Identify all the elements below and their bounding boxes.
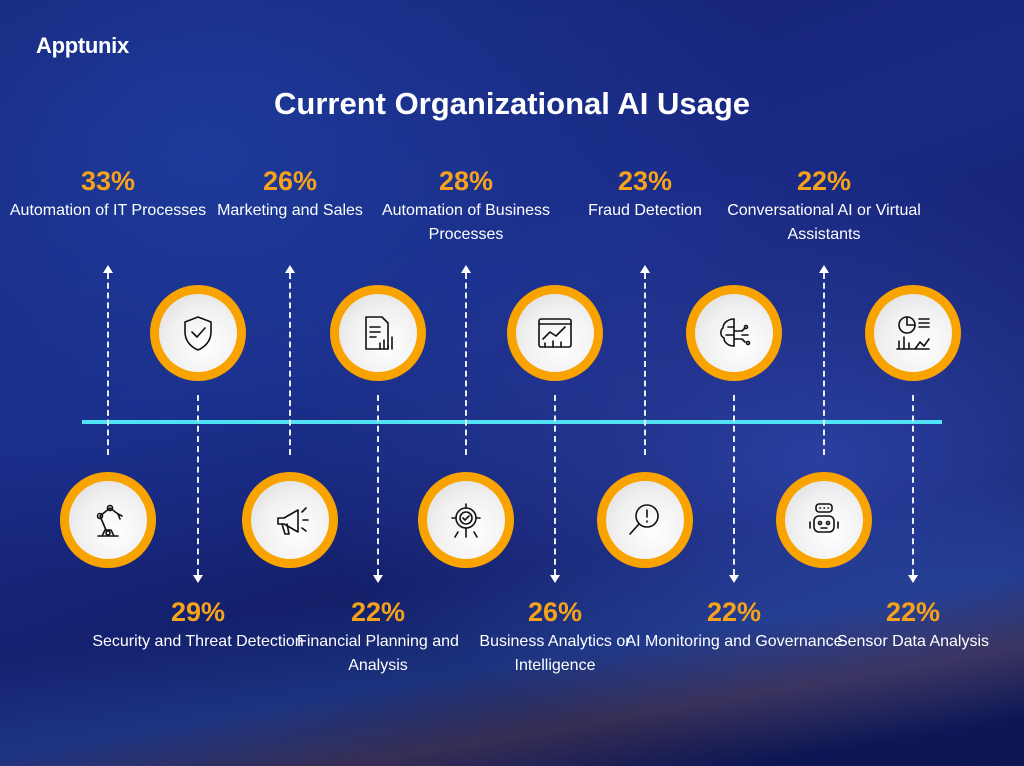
dashed-connector xyxy=(197,395,199,575)
percentage-value: 22% xyxy=(706,597,762,627)
shield-check-icon-badge xyxy=(150,285,246,381)
category-label: Automation of IT Processes xyxy=(9,202,207,219)
chatbot-icon xyxy=(809,503,839,533)
arrow-up-icon xyxy=(461,265,471,273)
category-label: Sensor Data Analysis xyxy=(836,633,990,650)
shield-check-icon xyxy=(184,316,212,351)
percentage-value: 22% xyxy=(796,166,852,196)
data-charts-icon-badge xyxy=(865,285,961,381)
arrow-up-icon xyxy=(285,265,295,273)
percentage-value: 26% xyxy=(527,597,583,627)
dashed-connector xyxy=(912,395,914,575)
bottom-item-label: 22% Sensor Data Analysis xyxy=(803,596,1023,654)
arrow-down-icon xyxy=(193,575,203,583)
dashed-connector xyxy=(644,273,646,455)
gear-check-icon-badge xyxy=(418,472,514,568)
percentage-value: 23% xyxy=(617,166,673,196)
category-label: Conversational AI or Virtual Assistants xyxy=(727,202,921,243)
megaphone-icon-badge xyxy=(242,472,338,568)
apptunix-logo: Apptunix xyxy=(36,33,129,58)
arrow-up-icon xyxy=(640,265,650,273)
dashed-connector xyxy=(289,273,291,455)
percentage-value: 33% xyxy=(80,166,136,196)
arrow-up-icon xyxy=(103,265,113,273)
category-label: Marketing and Sales xyxy=(217,202,363,219)
chatbot-icon-badge xyxy=(776,472,872,568)
robot-arm-icon xyxy=(96,504,123,537)
report-chart-icon xyxy=(365,316,393,350)
percentage-value: 22% xyxy=(885,597,941,627)
category-label: Automation of Business Processes xyxy=(381,202,551,243)
dashed-connector xyxy=(107,273,109,455)
gear-check-icon xyxy=(451,503,481,538)
top-item-label: 22% Conversational AI or Virtual Assistan… xyxy=(714,165,934,247)
dashed-connector xyxy=(465,273,467,455)
category-label: Financial Planning and Analysis xyxy=(297,633,459,674)
top-item-label: 23% Fraud Detection xyxy=(535,165,755,223)
bottom-item-label: 29% Security and Threat Detection xyxy=(88,596,308,654)
bottom-item-label: 22% Financial Planning and Analysis xyxy=(268,596,488,678)
category-label: Business Analytics or Intelligence xyxy=(479,633,631,674)
arrow-down-icon xyxy=(373,575,383,583)
percentage-value: 22% xyxy=(350,597,406,627)
percentage-value: 29% xyxy=(170,597,226,627)
analytics-dashboard-icon xyxy=(538,318,572,348)
dashed-connector xyxy=(554,395,556,575)
percentage-value: 26% xyxy=(262,166,318,196)
arrow-up-icon xyxy=(819,265,829,273)
bottom-item-label: 22% AI Monitoring and Governance xyxy=(624,596,844,654)
page-title: Current Organizational AI Usage xyxy=(274,86,750,121)
magnifier-alert-icon xyxy=(629,504,659,535)
category-label: AI Monitoring and Governance xyxy=(625,633,843,650)
brain-circuit-icon-badge xyxy=(686,285,782,381)
brain-circuit-icon xyxy=(720,318,751,347)
top-item-label: 33% Automation of IT Processes xyxy=(0,165,218,223)
category-label: Fraud Detection xyxy=(588,202,702,219)
percentage-value: 28% xyxy=(438,166,494,196)
dashed-connector xyxy=(377,395,379,575)
robot-arm-icon-badge xyxy=(60,472,156,568)
top-item-label: 26% Marketing and Sales xyxy=(180,165,400,223)
report-chart-icon-badge xyxy=(330,285,426,381)
arrow-down-icon xyxy=(908,575,918,583)
magnifier-alert-icon-badge xyxy=(597,472,693,568)
timeline-line xyxy=(82,420,942,424)
dashed-connector xyxy=(733,395,735,575)
megaphone-icon xyxy=(277,507,309,535)
top-item-label: 28% Automation of Business Processes xyxy=(356,165,576,247)
data-charts-icon xyxy=(896,316,930,350)
arrow-down-icon xyxy=(729,575,739,583)
dashed-connector xyxy=(823,273,825,455)
arrow-down-icon xyxy=(550,575,560,583)
bottom-item-label: 26% Business Analytics or Intelligence xyxy=(445,596,665,678)
analytics-dashboard-icon-badge xyxy=(507,285,603,381)
category-label: Security and Threat Detection xyxy=(92,633,304,650)
